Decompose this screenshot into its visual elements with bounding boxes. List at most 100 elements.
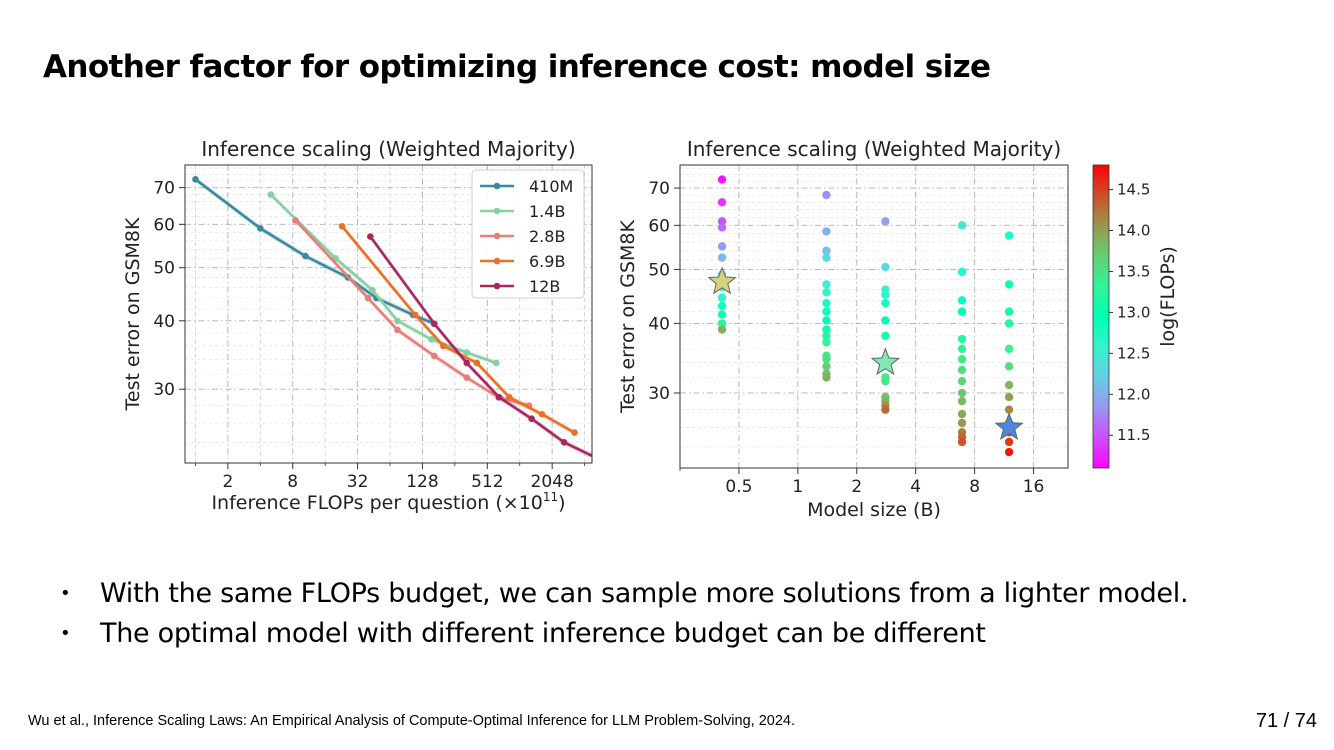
x-tick-label: 8 [287, 472, 298, 492]
flops-vs-error-chart: 2 8 32 128 512 2048 30 40 50 60 70 Inference scalin… [110, 130, 610, 530]
x-tick-label: 2 [222, 472, 233, 492]
scatter-point [822, 288, 831, 297]
bullet-text: The optimal model with different inferen… [100, 618, 986, 649]
series-point [495, 393, 503, 401]
scatter-point [881, 290, 890, 300]
scatter-point [881, 298, 890, 308]
optimal-star [707, 266, 737, 295]
scatter-point [717, 325, 727, 334]
scatter-point [822, 298, 831, 308]
series-point [192, 176, 199, 183]
scatter-point [881, 405, 890, 414]
x-tick-label: 0.5 [725, 477, 752, 497]
gridlines [679, 165, 1068, 471]
scatter-group [707, 175, 1024, 457]
scatter-point [822, 325, 831, 334]
series-point [338, 223, 346, 230]
bullet-dot: • [60, 623, 71, 644]
scatter-point [822, 307, 831, 316]
scatter-point [1004, 362, 1014, 371]
x-axis-label-exponent: 11 [543, 490, 558, 504]
x-tick-label: 4 [910, 477, 921, 497]
scatter-point [822, 354, 831, 364]
scatter-point [717, 310, 727, 319]
scatter-point [717, 319, 727, 328]
scatter-point [717, 175, 727, 184]
legend-box [471, 169, 585, 299]
series-point [364, 294, 372, 302]
y-tick-label: 70 [648, 179, 670, 199]
scatter-point [881, 217, 890, 226]
scatter-point [957, 396, 967, 406]
scatter-point [957, 354, 967, 364]
scatter-point [957, 334, 967, 344]
colorbar-tick-label: 13.5 [1117, 262, 1150, 280]
series-point [463, 359, 471, 367]
series-point [367, 233, 374, 240]
scatter-point [1004, 307, 1014, 316]
y-tick-label: 30 [648, 384, 670, 404]
x-tick-label: 8 [969, 477, 980, 497]
series-point [463, 349, 471, 356]
scatter-point [822, 227, 831, 236]
colorbar-tick-label: 11.5 [1117, 426, 1150, 444]
chart-title: Inference scaling (Weighted Majority) [687, 137, 1061, 161]
scatter-point [717, 242, 727, 251]
scatter-point [881, 262, 890, 272]
page-number: 71 / 74 [1255, 710, 1317, 732]
legend-label: 2.8B [529, 227, 565, 246]
scatter-point [1004, 344, 1014, 354]
scatter-point [822, 190, 831, 200]
scatter-point [1004, 405, 1014, 414]
series-point [560, 439, 568, 446]
y-axis-label: Test error on GSM8K [617, 220, 639, 414]
scatter-point [881, 331, 890, 341]
x-axis-label-text: Inference FLOPs per question (×10 [211, 492, 542, 514]
plot-frame [184, 164, 593, 464]
y-tick-label: 40 [648, 314, 670, 334]
y-tick-label: 60 [648, 216, 670, 236]
model-size-vs-error-chart: 0.5 1 2 4 8 16 30 40 50 60 70 Inference scaling (We… [612, 130, 1192, 530]
scatter-point [957, 437, 967, 447]
colorbar-tick-label: 14.5 [1117, 181, 1150, 199]
x-axis-label: Model size (B) [807, 499, 941, 521]
plot-frame [679, 164, 1069, 469]
scatter-point [957, 344, 967, 354]
scatter-point [1004, 319, 1014, 328]
bullet-dot: • [60, 583, 71, 604]
series-point [506, 393, 513, 401]
x-tick-label: 32 [347, 472, 369, 492]
bullet-text: With the same FLOPs budget, we can sampl… [100, 578, 1189, 609]
scatter-point [717, 301, 727, 311]
scatter-point [1004, 392, 1014, 402]
colorbar-tick-label: 14.0 [1117, 222, 1150, 240]
legend-swatch-marker [493, 282, 501, 290]
plot-area [680, 165, 1068, 468]
colorbar-label: log(FLOPs) [1157, 246, 1179, 347]
optimal-star [870, 347, 901, 376]
y-tick-label: 50 [648, 260, 670, 280]
legend: 410M 1.4B 2.8B 6.9B 12B [471, 169, 585, 299]
series-point [492, 359, 500, 367]
series-point [428, 336, 435, 343]
optimal-star [994, 412, 1024, 441]
scatter-point [1004, 280, 1014, 289]
y-tick-label: 60 [153, 215, 175, 235]
y-tick-label: 40 [153, 312, 175, 332]
scatter-point [717, 198, 727, 207]
bullet-item: • The optimal model with different infere… [60, 614, 1188, 654]
x-axis-label: Inference FLOPs per question (×1011) [211, 490, 565, 514]
x-axis-label-suffix: ) [558, 492, 565, 514]
series-point [369, 286, 376, 294]
series-point [267, 191, 275, 198]
scatter-point [717, 217, 727, 226]
scatter-point [1004, 447, 1014, 457]
scatter-point [822, 373, 831, 382]
legend-swatch-marker [493, 232, 501, 240]
chart-title: Inference scaling (Weighted Majority) [201, 137, 575, 161]
scatter-point [1004, 231, 1014, 240]
scatter-point [957, 296, 967, 305]
legend-swatch-marker [493, 257, 501, 265]
scatter-point [957, 267, 967, 277]
series-point [412, 311, 419, 319]
